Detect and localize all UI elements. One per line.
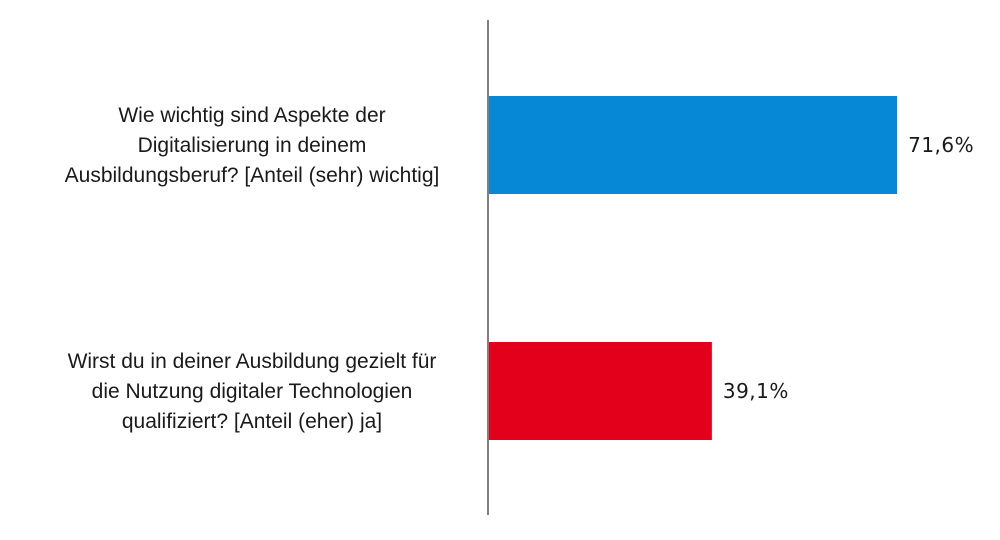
bars-group (489, 96, 898, 440)
value-label-2: 39,1% (723, 379, 789, 403)
category-label-line: Digitalisierung in deinem (138, 134, 367, 157)
category-label-line: Wie wichtig sind Aspekte der (118, 104, 385, 127)
value-labels-group: 71,6% 39,1% (723, 133, 974, 403)
value-label-1: 71,6% (908, 133, 974, 157)
category-label-line: qualifiziert? [Anteil (eher) ja] (122, 410, 382, 433)
category-label-line: Ausbildungsberuf? [Anteil (sehr) wichtig… (65, 164, 440, 187)
bar-1 (489, 96, 898, 194)
category-labels-group: Wie wichtig sind Aspekte der Digitalisier… (65, 104, 440, 433)
bar-2 (489, 342, 712, 440)
category-label-1: Wie wichtig sind Aspekte der Digitalisier… (65, 104, 440, 187)
category-label-2: Wirst du in deiner Ausbildung gezielt fü… (68, 350, 437, 433)
category-label-line: die Nutzung digitaler Technologien (92, 380, 413, 403)
category-label-line: Wirst du in deiner Ausbildung gezielt fü… (68, 350, 437, 373)
